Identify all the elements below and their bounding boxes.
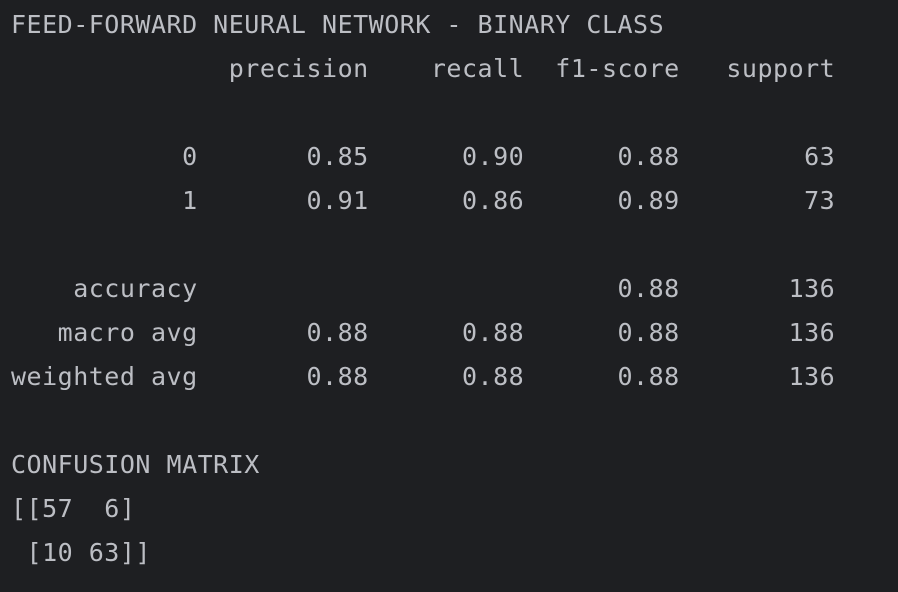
report-row-class-0: 0 0.85 0.90 0.88 63 <box>11 142 836 171</box>
report-row-accuracy: accuracy 0.88 136 <box>11 274 836 303</box>
report-row-macro-avg: macro avg 0.88 0.88 0.88 136 <box>11 318 836 347</box>
report-header-row: precision recall f1-score support <box>11 54 836 83</box>
report-title: FEED-FORWARD NEURAL NETWORK - BINARY CLA… <box>11 10 665 39</box>
report-row-class-1: 1 0.91 0.86 0.89 73 <box>11 186 836 215</box>
confusion-matrix-row-1: [10 63]] <box>11 538 151 567</box>
report-row-weighted-avg: weighted avg 0.88 0.88 0.88 136 <box>11 362 836 391</box>
confusion-matrix-row-0: [[57 6] <box>11 494 136 523</box>
confusion-matrix-title: CONFUSION MATRIX <box>11 450 260 479</box>
